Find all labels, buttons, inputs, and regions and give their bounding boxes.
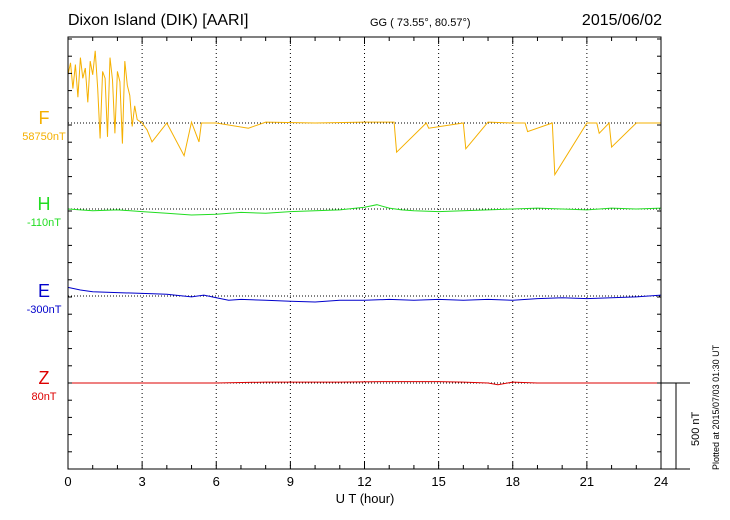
scale-bar-label: 500 nT <box>690 411 702 446</box>
x-tick-labels: 0 3 6 9 12 15 18 21 24 <box>64 474 668 489</box>
x-tick-label: 12 <box>357 474 371 489</box>
channel-baseline-h: -110nT <box>26 217 62 229</box>
x-axis-label: U T (hour) <box>335 491 395 506</box>
x-tick-label: 3 <box>139 474 146 489</box>
axes <box>67 36 662 470</box>
plotted-at-note: Plotted at 2015/07/03 01:30 UT <box>711 344 721 470</box>
x-tick-label: 0 <box>64 474 71 489</box>
x-tick-label: 24 <box>654 474 668 489</box>
series-line-z <box>68 381 661 386</box>
series-line-f <box>67 50 661 177</box>
channel-name-z: Z <box>38 368 50 388</box>
x-tick-label: 21 <box>580 474 594 489</box>
scale-bar <box>661 382 690 470</box>
channel-baseline-e: -300nT <box>26 304 62 316</box>
x-tick-label: 15 <box>431 474 445 489</box>
channel-name-f: F <box>38 108 50 128</box>
series-line-e <box>67 286 662 303</box>
series-lines <box>67 50 662 386</box>
x-tick-label: 6 <box>213 474 220 489</box>
channel-name-e: E <box>37 281 50 301</box>
coordinates-label: GG ( 73.55°, 80.57°) <box>370 17 471 29</box>
x-tick-label: 18 <box>506 474 520 489</box>
channel-baseline-f: 58750nT <box>22 131 66 143</box>
channel-baseline-z: 80nT <box>31 391 57 403</box>
station-title: Dixon Island (DIK) [AARI] <box>68 12 249 29</box>
date-label: 2015/06/02 <box>581 12 662 29</box>
series-line-h <box>67 204 662 216</box>
channel-name-h: H <box>37 194 51 214</box>
grid <box>141 37 588 469</box>
x-tick-label: 9 <box>287 474 294 489</box>
